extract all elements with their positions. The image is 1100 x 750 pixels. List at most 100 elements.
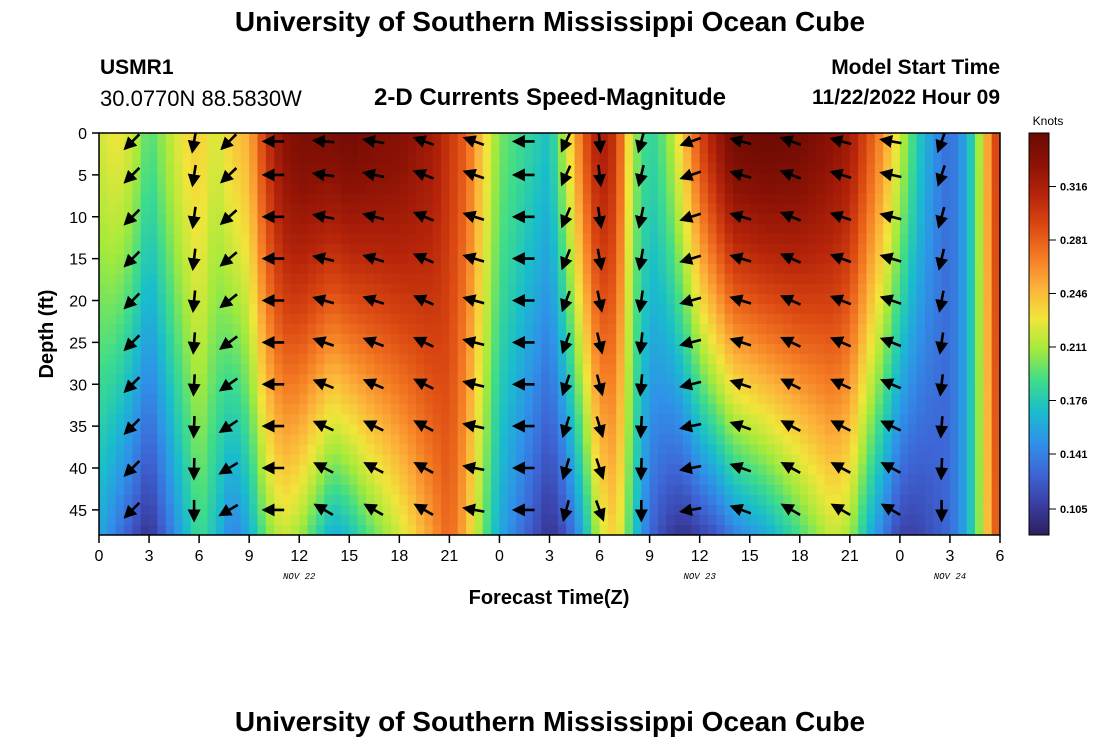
- heatmap-cell: [491, 253, 501, 265]
- heatmap-cell: [883, 233, 893, 245]
- heatmap-cell: [374, 223, 384, 235]
- heatmap-cell: [374, 243, 384, 255]
- heatmap-cell: [290, 444, 300, 456]
- heatmap-cell: [883, 344, 893, 355]
- heatmap-cell: [499, 273, 509, 285]
- heatmap-cell: [365, 414, 375, 426]
- heatmap-cell: [199, 354, 209, 365]
- heatmap-cell: [724, 504, 734, 516]
- current-vector-arrow: [935, 416, 949, 439]
- heatmap-cell: [691, 454, 701, 466]
- heatmap-cell: [699, 273, 709, 285]
- heatmap-cell: [766, 183, 776, 194]
- heatmap-cell: [107, 344, 117, 355]
- current-vector-arrow: [219, 293, 238, 309]
- heatmap-cell: [549, 323, 559, 335]
- heatmap-cell: [874, 484, 884, 496]
- heatmap-cell: [666, 334, 676, 345]
- current-vector-arrow: [123, 418, 141, 436]
- heatmap-cell: [649, 444, 659, 456]
- heatmap-cell: [290, 344, 300, 355]
- heatmap-cell: [783, 283, 793, 295]
- heatmap-cell: [649, 354, 659, 365]
- heatmap-cell: [374, 143, 384, 154]
- heatmap-cell: [674, 153, 684, 164]
- heatmap-cell: [657, 404, 667, 415]
- heatmap-cell: [382, 143, 392, 154]
- heatmap-cell: [624, 243, 634, 255]
- heatmap-cell: [507, 223, 517, 235]
- heatmap-cell: [449, 524, 459, 535]
- heatmap-cell: [841, 283, 851, 295]
- heatmap-cell: [365, 484, 375, 496]
- heatmap-cell: [157, 374, 167, 385]
- heatmap-cell: [516, 474, 526, 486]
- heatmap-cell: [949, 273, 959, 285]
- heatmap-cell: [507, 414, 517, 426]
- heatmap-cell: [791, 474, 801, 486]
- heatmap-cell: [741, 374, 751, 385]
- heatmap-cell: [332, 193, 342, 204]
- heatmap-cell: [299, 374, 309, 385]
- heatmap-cell: [674, 143, 684, 154]
- heatmap-cell: [399, 243, 409, 255]
- heatmap-cell: [182, 524, 192, 535]
- heatmap-cell: [833, 494, 843, 506]
- heatmap-cell: [132, 233, 142, 245]
- heatmap-cell: [349, 283, 359, 295]
- heatmap-cell: [307, 414, 317, 426]
- heatmap-cell: [324, 293, 334, 305]
- heatmap-cell: [132, 183, 142, 194]
- heatmap-cell: [199, 223, 209, 235]
- heatmap-cell: [699, 263, 709, 275]
- heatmap-cell: [624, 323, 634, 335]
- heatmap-cell: [149, 434, 158, 446]
- heatmap-cell: [783, 183, 793, 194]
- heatmap-cell: [115, 494, 125, 506]
- heatmap-cell: [691, 524, 701, 535]
- heatmap-cell: [457, 173, 467, 184]
- heatmap-cell: [674, 183, 684, 194]
- heatmap-cell: [374, 374, 384, 385]
- heatmap-cell: [874, 404, 884, 415]
- heatmap-cell: [132, 494, 142, 506]
- heatmap-cell: [107, 524, 117, 535]
- heatmap-cell: [132, 143, 142, 154]
- heatmap-cell: [299, 253, 309, 265]
- heatmap-cell: [282, 424, 292, 436]
- heatmap-cell: [916, 474, 926, 486]
- heatmap-cell: [849, 344, 859, 355]
- heatmap-cell: [841, 474, 851, 486]
- heatmap-cell: [290, 424, 300, 436]
- heatmap-cell: [374, 354, 384, 365]
- heatmap-cell: [916, 223, 926, 235]
- heatmap-cell: [949, 384, 959, 395]
- heatmap-cell: [841, 494, 851, 506]
- heatmap-cell: [466, 243, 476, 255]
- heatmap-cell: [124, 163, 133, 174]
- heatmap-cell: [499, 394, 509, 405]
- model-start-label: Model Start Time: [831, 56, 1000, 79]
- heatmap-cell: [799, 374, 809, 385]
- heatmap-cell: [549, 253, 559, 265]
- heatmap-cell: [140, 323, 150, 335]
- heatmap-cell: [424, 454, 434, 466]
- heatmap-cell: [357, 504, 367, 516]
- current-vector-arrow: [935, 248, 949, 271]
- heatmap-cell: [549, 143, 559, 154]
- heatmap-cell: [207, 133, 217, 144]
- heatmap-cell: [174, 404, 184, 415]
- heatmap-cell: [541, 334, 551, 345]
- heatmap-cell: [474, 514, 484, 526]
- heatmap-cell: [866, 273, 876, 285]
- heatmap-cell: [941, 344, 951, 355]
- heatmap-cell: [199, 524, 209, 535]
- heatmap-cell: [340, 414, 350, 426]
- heatmap-cell: [883, 203, 893, 214]
- heatmap-cell: [432, 374, 442, 385]
- heatmap-cell: [215, 414, 225, 426]
- heatmap-cell: [282, 364, 292, 375]
- heatmap-cell: [474, 364, 484, 375]
- current-vector-arrow: [412, 168, 435, 182]
- heatmap-cell: [682, 494, 692, 506]
